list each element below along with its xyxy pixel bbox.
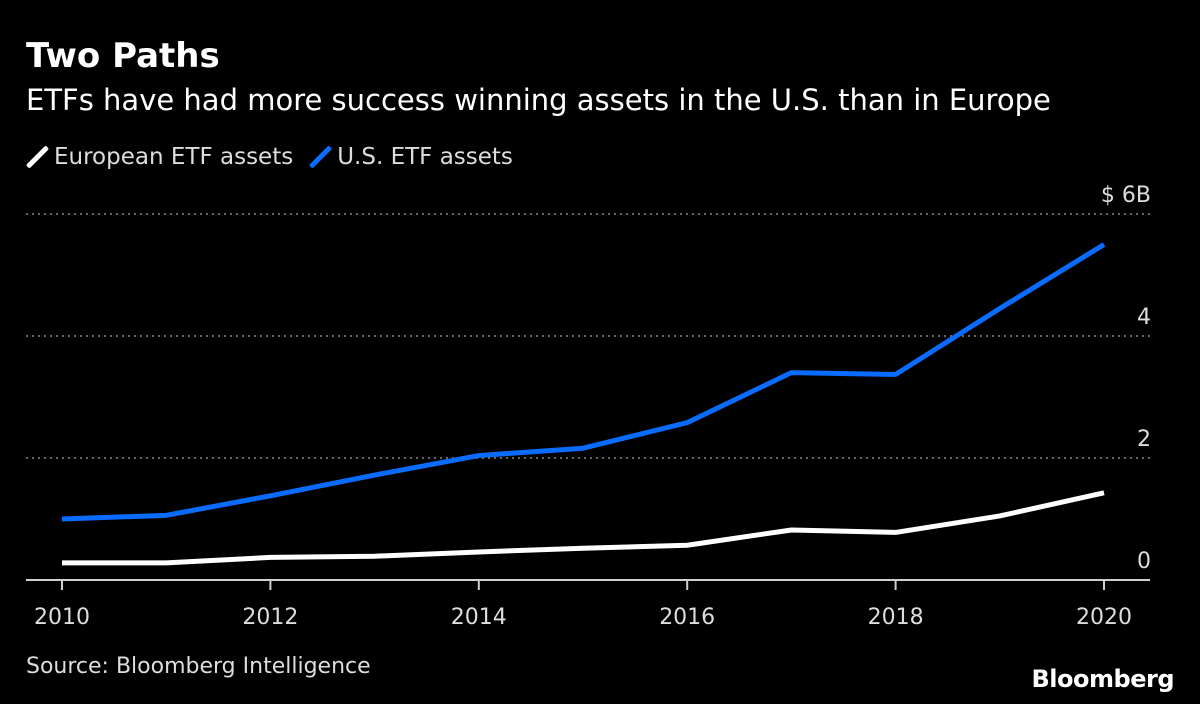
y-tick-label-1: 2 [1137, 427, 1151, 452]
source-note: Source: Bloomberg Intelligence [26, 654, 371, 679]
chart-subtitle: ETFs have had more success winning asset… [26, 83, 1051, 117]
legend-item-european: European ETF assets [26, 144, 293, 170]
chart-title: Two Paths [26, 36, 220, 76]
legend-item-us: U.S. ETF assets [309, 144, 513, 170]
legend-label-european: European ETF assets [54, 144, 294, 170]
x-tick-label-1: 2012 [242, 605, 298, 630]
x-tick-label-0: 2010 [34, 605, 90, 630]
series-line-0 [62, 490, 1105, 566]
y-tick-label-2: 4 [1137, 305, 1151, 330]
chart-legend: European ETF assets U.S. ETF assets [26, 140, 513, 174]
x-tick-label-3: 2016 [659, 605, 715, 630]
y-tick-label-3: $ 6B [1101, 183, 1151, 208]
y-tick-label-0: 0 [1137, 549, 1151, 574]
x-tick-label-4: 2018 [868, 605, 924, 630]
legend-label-us: U.S. ETF assets [337, 144, 513, 170]
series-line-1 [61, 242, 1106, 522]
x-tick-label-2: 2014 [451, 605, 507, 630]
x-tick-label-5: 2020 [1076, 605, 1132, 630]
brand-logo: Bloomberg [1031, 665, 1175, 693]
